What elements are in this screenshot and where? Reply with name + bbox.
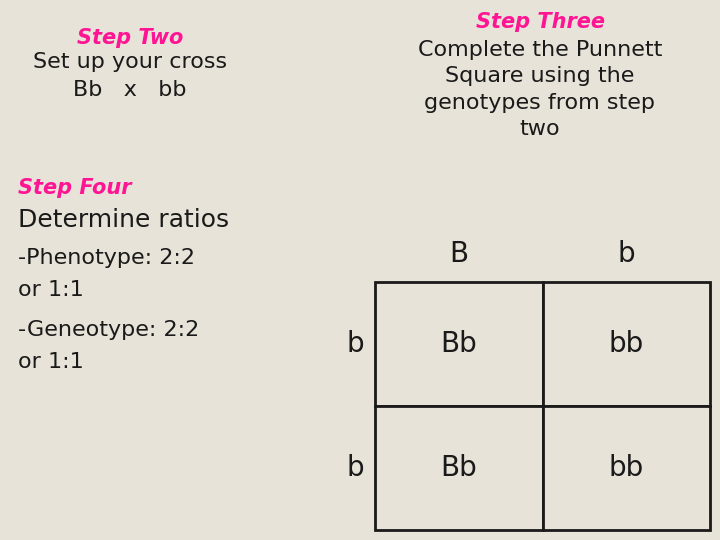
Text: bb: bb xyxy=(608,330,644,358)
Text: B: B xyxy=(449,240,468,268)
Text: bb: bb xyxy=(608,454,644,482)
Text: Step Two: Step Two xyxy=(77,28,183,48)
Text: -Geneotype: 2:2: -Geneotype: 2:2 xyxy=(18,320,199,340)
Text: Bb: Bb xyxy=(441,454,477,482)
Text: Complete the Punnett
Square using the
genotypes from step
two: Complete the Punnett Square using the ge… xyxy=(418,40,662,139)
Text: Bb   x   bb: Bb x bb xyxy=(73,80,186,100)
Text: Step Four: Step Four xyxy=(18,178,132,198)
Text: b: b xyxy=(346,454,364,482)
Text: or 1:1: or 1:1 xyxy=(18,280,84,300)
Text: b: b xyxy=(346,330,364,358)
Bar xyxy=(375,406,542,530)
Text: or 1:1: or 1:1 xyxy=(18,352,84,372)
Text: -Phenotype: 2:2: -Phenotype: 2:2 xyxy=(18,248,195,268)
Bar xyxy=(375,282,542,406)
Bar xyxy=(542,406,710,530)
Bar xyxy=(542,282,710,406)
Text: Bb: Bb xyxy=(441,330,477,358)
Text: Determine ratios: Determine ratios xyxy=(18,208,229,232)
Text: b: b xyxy=(618,240,635,268)
Text: Step Three: Step Three xyxy=(475,12,605,32)
Text: Set up your cross: Set up your cross xyxy=(33,52,227,72)
